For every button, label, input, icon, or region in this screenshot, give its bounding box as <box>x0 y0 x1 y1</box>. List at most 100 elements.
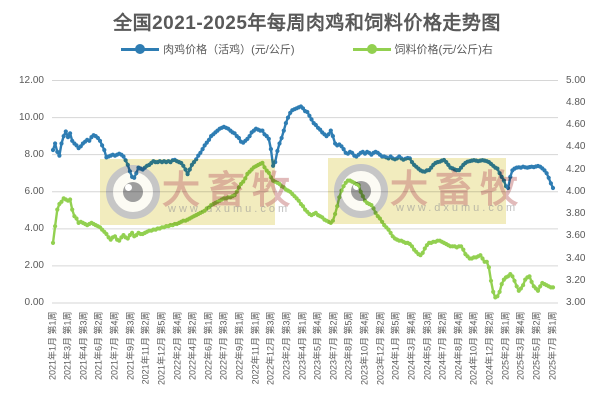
right-axis-tick: 4.40 <box>566 141 586 153</box>
data-point-marker <box>290 108 295 113</box>
left-axis-tick: 12.00 <box>18 74 44 86</box>
data-point-marker <box>427 240 432 245</box>
data-point-marker <box>343 150 348 155</box>
data-point-marker <box>328 128 333 133</box>
data-point-marker <box>198 150 203 155</box>
data-point-marker <box>358 150 363 155</box>
data-point-marker <box>268 147 273 152</box>
data-point-marker <box>296 105 301 110</box>
right-axis-tick: 5.00 <box>566 74 586 86</box>
right-axis-tick: 4.60 <box>566 119 586 130</box>
data-point-marker <box>535 288 541 293</box>
data-point-marker <box>228 128 233 133</box>
x-axis-tick: 2024年5月 第3周 <box>422 311 432 381</box>
data-point-marker <box>326 132 331 137</box>
data-point-marker <box>546 175 551 180</box>
data-point-marker <box>97 138 103 143</box>
data-point-marker <box>157 226 162 231</box>
left-axis-tick: 8.00 <box>24 148 44 160</box>
data-point-marker <box>435 238 440 243</box>
data-point-marker <box>93 223 98 228</box>
left-axis-tick: 10.00 <box>18 111 44 123</box>
data-point-marker <box>476 254 481 259</box>
data-point-marker <box>497 289 502 294</box>
data-point-marker <box>247 134 252 139</box>
data-point-marker <box>401 239 406 244</box>
x-axis-tick: 2023年4月 第1周 <box>297 311 307 381</box>
data-point-marker <box>307 113 312 118</box>
data-point-marker <box>196 153 201 158</box>
data-point-marker <box>298 104 303 109</box>
data-point-marker <box>262 132 267 137</box>
data-point-marker <box>50 240 56 245</box>
x-axis-tick: 2024年8月 第4周 <box>453 311 464 381</box>
data-point-marker <box>59 141 64 146</box>
data-point-marker <box>384 225 389 230</box>
data-point-marker <box>499 282 504 287</box>
data-point-marker <box>365 149 370 154</box>
data-point-marker <box>123 235 128 240</box>
data-point-marker <box>283 121 288 126</box>
x-axis-tick: 2021年6月 第2周 <box>93 311 104 381</box>
data-point-marker <box>204 140 209 145</box>
watermark: 大畜牧 www.dxumu.com <box>100 159 290 225</box>
data-point-marker <box>367 150 372 155</box>
data-point-marker <box>209 134 214 139</box>
data-point-marker <box>117 238 122 243</box>
data-point-marker <box>65 198 71 203</box>
data-point-marker <box>70 138 75 143</box>
data-point-marker <box>501 277 506 282</box>
data-point-marker <box>335 143 340 148</box>
data-point-marker <box>55 149 60 154</box>
data-point-marker <box>305 109 310 115</box>
data-point-marker <box>525 165 530 170</box>
chart-legend: 肉鸡价格（活鸡）(元/公斤) 饲料价格(元/公斤)右 <box>0 41 614 57</box>
data-point-marker <box>486 265 491 270</box>
data-point-marker <box>461 247 466 252</box>
data-point-marker <box>266 136 271 141</box>
data-point-marker <box>538 164 543 169</box>
data-point-marker <box>95 135 100 141</box>
data-point-marker <box>72 214 77 219</box>
data-point-marker <box>531 284 536 289</box>
data-point-marker <box>57 201 62 207</box>
data-point-marker <box>350 150 355 155</box>
x-axis-tick: 2024年12月 第2周 <box>484 311 495 386</box>
watermark: 大畜牧 www.dxumu.com <box>328 158 518 224</box>
data-point-marker <box>108 153 113 158</box>
data-point-marker <box>119 152 124 157</box>
data-point-marker <box>510 274 515 279</box>
data-point-marker <box>125 236 130 241</box>
data-point-marker <box>309 117 314 122</box>
data-point-marker <box>127 233 132 238</box>
data-point-marker <box>529 279 534 284</box>
data-point-marker <box>243 138 248 143</box>
data-point-marker <box>140 231 145 237</box>
data-point-marker <box>337 142 342 147</box>
data-point-marker <box>132 234 137 239</box>
data-point-marker <box>450 244 455 249</box>
data-point-marker <box>503 275 509 280</box>
data-point-marker <box>224 125 229 130</box>
data-point-marker <box>97 225 103 230</box>
data-point-marker <box>300 106 306 111</box>
data-point-marker <box>322 132 327 137</box>
data-point-marker <box>394 237 400 242</box>
data-point-marker <box>320 215 325 220</box>
data-point-marker <box>373 149 378 154</box>
data-point-marker <box>106 235 111 240</box>
data-point-marker <box>260 128 265 133</box>
eye-pupil-icon <box>351 181 371 201</box>
data-point-marker <box>405 240 410 245</box>
data-point-marker <box>324 134 329 139</box>
data-point-marker <box>469 256 474 261</box>
data-point-marker <box>258 128 263 133</box>
data-point-marker <box>68 131 73 136</box>
data-point-marker <box>219 125 224 130</box>
data-point-marker <box>493 295 498 300</box>
line-marker-icon <box>352 44 391 54</box>
data-point-marker <box>456 244 462 249</box>
data-point-marker <box>110 152 115 157</box>
data-point-marker <box>514 284 519 289</box>
x-axis-tick: 2025年5月 第2周 <box>531 311 542 381</box>
